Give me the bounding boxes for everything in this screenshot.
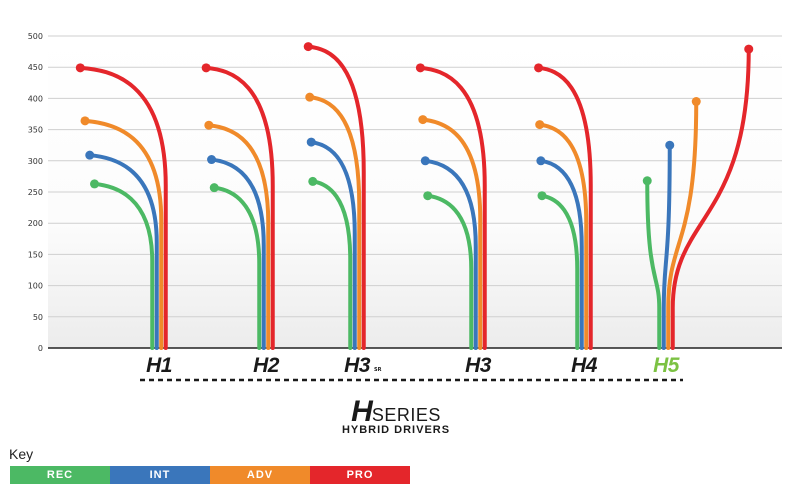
series-brand: HSERIES [0,395,792,429]
point-adv-4 [535,120,545,130]
curve-rec-4 [540,193,580,350]
point-rec-4 [537,191,547,201]
y-tick-label: 50 [33,313,43,322]
category-label: H3 [344,354,371,377]
curve-adv-4 [537,122,589,350]
legend-item-int: INT [110,466,210,484]
curve-int-3 [423,158,478,350]
y-tick-label: 0 [38,344,43,353]
point-int-5 [665,140,675,150]
y-tick-label: 450 [28,63,43,72]
point-int-4 [536,156,546,166]
category-label: H5 [653,354,680,377]
category-labels: H1 H2 H3 SR H3 H4 H5 [146,354,680,377]
grid-lines [48,35,782,349]
curve-adv-5 [666,99,699,350]
point-int-2 [306,137,316,147]
legend-item-pro: PRO [310,466,410,484]
point-int-1 [207,155,217,165]
point-pro-3 [415,63,425,73]
curve-adv-2 [307,95,362,350]
curve-rec-3 [425,193,474,350]
point-adv-1 [204,120,214,130]
curve-int-1 [209,157,266,350]
y-tick-label: 150 [28,250,43,259]
point-int-3 [420,156,430,166]
curve-rec-2 [310,179,353,350]
point-rec-0 [90,179,99,189]
curve-int-5 [661,143,672,350]
y-tick-label: 350 [28,126,43,135]
point-rec-1 [209,183,219,193]
curve-rec-5 [645,178,662,350]
category-label: H2 [253,354,280,377]
point-pro-0 [75,63,85,73]
legend-title: Key [9,446,34,462]
curve-pro-0 [78,65,168,350]
category-label: H4 [571,354,598,377]
category-mark: SR [374,367,382,373]
curve-int-0 [87,153,159,350]
series-subtitle: HYBRID DRIVERS [341,424,451,436]
point-adv-5 [691,97,701,107]
category-label: H1 [146,354,172,377]
y-tick-label: 200 [28,219,43,228]
point-adv-3 [418,115,428,125]
curve-pro-3 [418,65,487,350]
point-adv-0 [80,116,90,126]
series-letter: H [351,395,373,428]
curve-adv-0 [83,118,164,350]
point-int-0 [85,150,95,160]
legend-item-adv: ADV [210,466,310,484]
point-adv-2 [305,92,315,102]
point-pro-2 [303,42,313,52]
point-rec-5 [642,176,652,186]
curve-rec-0 [92,181,155,350]
point-pro-5 [744,44,754,54]
curve-pro-1 [204,65,275,350]
curve-int-2 [309,140,357,350]
y-tick-label: 500 [28,32,43,41]
point-pro-4 [534,63,544,73]
curve-rec-1 [212,185,262,350]
category-label: H3 [465,354,492,377]
curve-adv-1 [206,123,271,350]
y-tick-label: 300 [28,157,43,166]
curve-adv-3 [420,117,483,350]
legend: REC INT ADV PRO [10,466,410,484]
series-word: SERIES [371,405,441,425]
data-points [75,42,754,201]
legend-item-rec: REC [10,466,110,484]
y-tick-label: 100 [28,282,43,291]
curve-pro-2 [306,44,366,350]
point-rec-2 [308,176,318,186]
curve-int-4 [538,158,584,350]
y-tick-label: 250 [28,188,43,197]
point-pro-1 [201,63,211,73]
y-tick-label: 400 [28,94,43,103]
y-axis-ticks: 0 50 100 150 200 250 300 350 400 450 500 [28,32,43,353]
curve-pro-5 [670,47,751,350]
point-rec-3 [423,191,433,201]
data-curves [78,44,751,350]
curve-pro-4 [536,65,593,350]
